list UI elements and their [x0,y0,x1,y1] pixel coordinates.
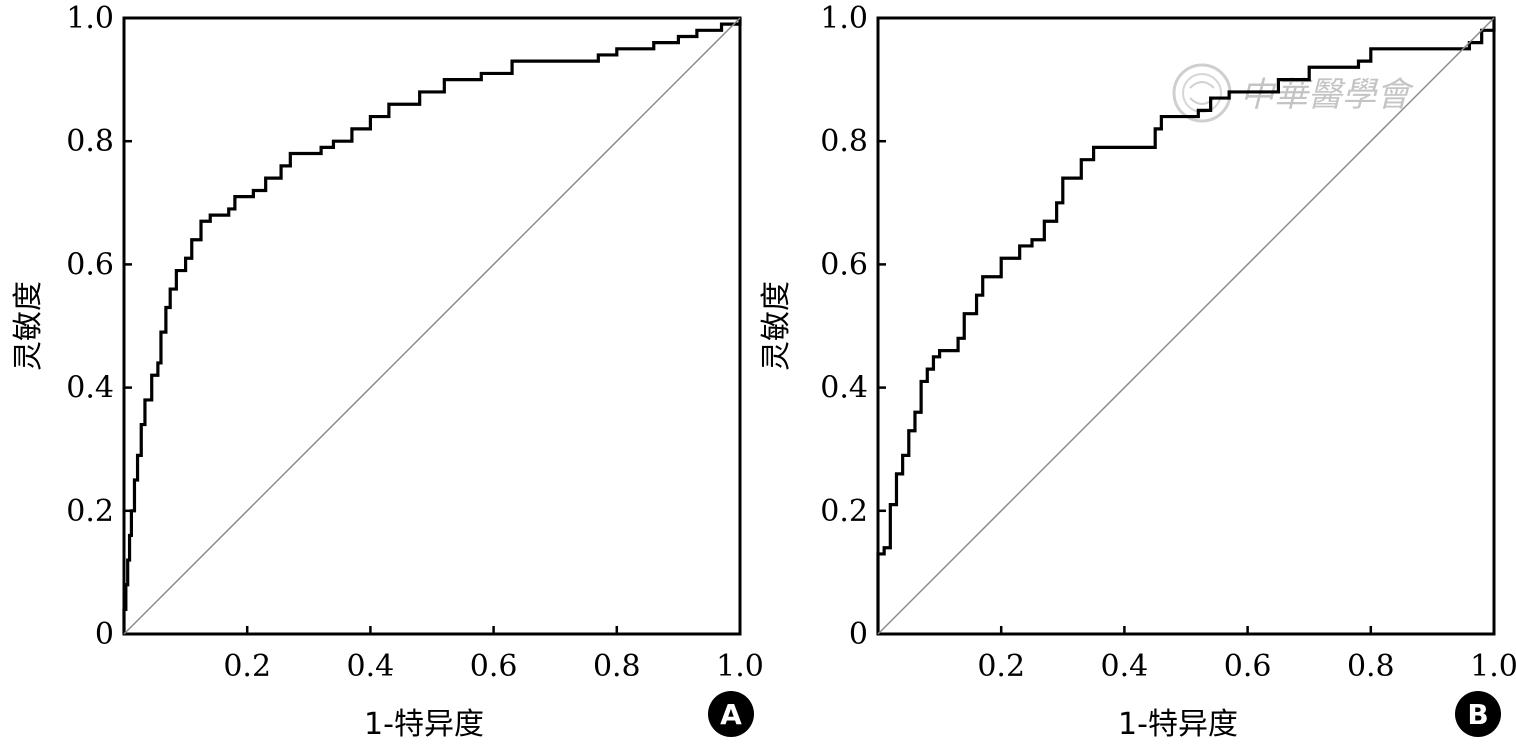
y-tick-label: 0.8 [66,124,114,159]
y-tick-label: 0.8 [820,124,868,159]
x-tick-label: 1.0 [716,649,764,684]
panel-badge-circle [708,691,754,737]
x-tick-label: 0.6 [470,649,518,684]
roc-curve [876,18,1496,634]
y-tick-label: 0.2 [66,494,114,529]
y-tick-label: 0.2 [820,494,868,529]
x-axis-label: 1-特异度 [1118,707,1238,742]
watermark-seal-icon [1172,63,1232,123]
y-tick-label: 0 [849,617,868,652]
x-tick-label: 0.6 [1224,649,1272,684]
panel-badge: A [708,691,754,737]
y-axis-label: 灵敏度 [11,281,46,371]
roc-curve [122,18,742,634]
x-tick-label: 0.2 [977,649,1025,684]
chart-panel-b: 0 0.2 0.4 0.6 0.8 1.0 0.2 0.4 0.6 0.8 1.0 1-特异度 灵敏度 B [759,1,1516,742]
panel-badge-circle [1455,691,1501,737]
y-tick-label: 1.0 [820,1,868,36]
x-tick-label: 0.8 [1347,649,1395,684]
panel-badge: B [1455,691,1501,737]
y-tick-label: 0 [95,617,114,652]
x-tick-label: 0.2 [223,649,271,684]
y-tick-label: 0.4 [66,371,114,406]
y-tick-label: 0.6 [820,247,868,282]
y-tick-label: 0.6 [66,247,114,282]
plot-frame [122,16,742,636]
y-tick-label: 0.4 [820,371,868,406]
y-axis-label: 灵敏度 [759,281,794,371]
x-tick-label: 1.0 [1470,649,1516,684]
plot-frame [876,16,1496,636]
chart-panel-a: 0 0.2 0.4 0.6 0.8 1.0 0.2 0.4 0.6 0.8 1.0 1-特异度 灵敏度 A [11,1,764,742]
x-tick-label: 0.4 [347,649,395,684]
reference-diagonal-line [877,17,1495,635]
y-tick-label: 1.0 [66,1,114,36]
x-axis-label: 1-特异度 [364,707,484,742]
panel-label: A [720,698,742,731]
watermark: 中華醫學會 [1172,63,1415,123]
reference-diagonal-line [123,17,741,635]
panel-label: B [1467,698,1488,731]
chart-panels: 0 0.2 0.4 0.6 0.8 1.0 0.2 0.4 0.6 0.8 1.0 1-特异度 灵敏度 A… [11,1,1516,742]
watermark-text: 中華醫學會 [1240,75,1415,115]
x-tick-label: 0.4 [1101,649,1149,684]
x-tick-label: 0.8 [593,649,641,684]
